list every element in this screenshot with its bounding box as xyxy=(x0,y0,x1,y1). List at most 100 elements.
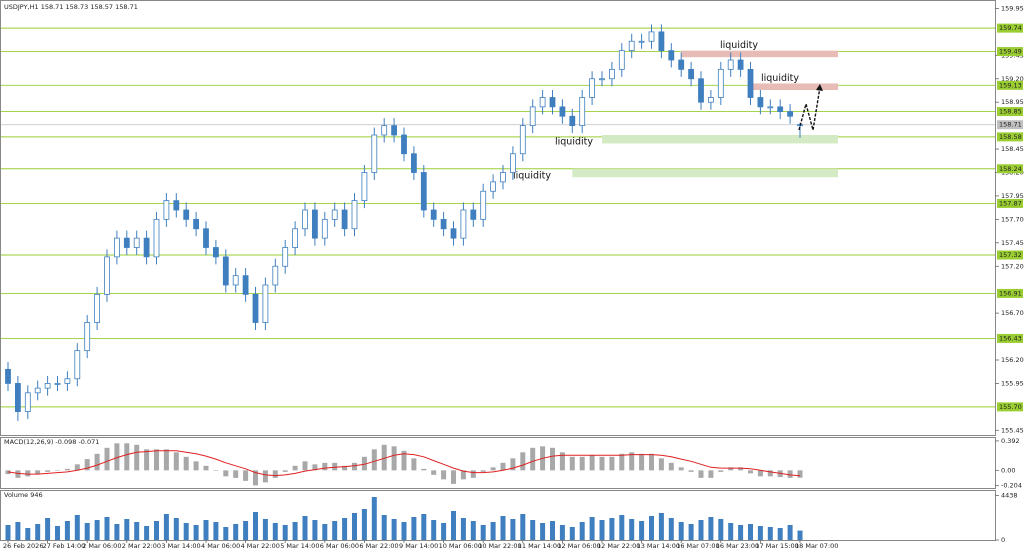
y-tick-label: 0.00 xyxy=(1001,466,1015,474)
candle-body xyxy=(242,275,249,295)
candle-body xyxy=(193,218,200,230)
candle-body xyxy=(777,106,784,112)
macd-bar xyxy=(342,465,348,471)
volume-bar xyxy=(569,527,575,540)
candle-body xyxy=(539,97,546,108)
macd-bar xyxy=(55,470,60,471)
candle-body xyxy=(470,209,477,220)
macd-bar xyxy=(421,468,427,471)
x-tick-label: 13 Mar 14:00 xyxy=(637,542,680,550)
level-tag xyxy=(997,402,1023,412)
macd-bar xyxy=(431,470,437,475)
candle-body xyxy=(104,256,110,295)
candle-body xyxy=(727,59,734,70)
volume-bar xyxy=(460,518,466,540)
level-label: 158.24 xyxy=(999,165,1022,173)
x-tick-label: 12 Mar 22:00 xyxy=(597,542,640,550)
macd-bar xyxy=(302,461,308,471)
macd-bar xyxy=(550,447,555,471)
volume-bar xyxy=(658,513,664,540)
macd-bar xyxy=(25,470,31,477)
volume-bar xyxy=(480,525,486,540)
volume-bar xyxy=(371,497,377,540)
candle-body xyxy=(361,172,368,202)
candle-body xyxy=(302,209,308,230)
candle-body xyxy=(331,209,338,220)
volume-bar xyxy=(738,525,744,540)
x-tick-label: 17 Mar 15:00 xyxy=(755,542,798,550)
candle-body xyxy=(391,125,398,136)
zone-label: liquidity xyxy=(513,170,551,181)
macd-bar xyxy=(332,462,338,471)
macd-bar xyxy=(193,461,199,471)
arrow-head xyxy=(816,84,823,91)
candle-body xyxy=(708,97,714,103)
candle-body xyxy=(183,209,190,220)
candle-body xyxy=(311,209,318,239)
x-tick-label: 4 Mar 06:00 xyxy=(201,542,240,550)
level-label: 157.32 xyxy=(999,251,1022,259)
volume-bar xyxy=(322,524,328,540)
candle-body xyxy=(341,209,348,230)
volume-bar xyxy=(5,525,11,540)
x-tick-label: 18 Mar 07:00 xyxy=(795,542,838,550)
volume-bar xyxy=(203,520,209,540)
liquidity-zone xyxy=(750,83,838,90)
candle-body xyxy=(252,293,259,323)
volume-bar xyxy=(35,524,41,540)
volume-bar xyxy=(243,521,249,540)
volume-bar xyxy=(559,525,565,540)
volume-bar xyxy=(292,522,298,540)
y-tick-label: 157.70 xyxy=(1001,215,1024,223)
volume-bar xyxy=(45,518,51,540)
candle-body xyxy=(24,392,31,412)
macd-bar xyxy=(757,470,763,477)
volume-bar xyxy=(74,515,80,540)
candle-body xyxy=(668,50,675,61)
level-tag xyxy=(997,288,1023,298)
level-tag xyxy=(997,198,1023,208)
macd-bar xyxy=(668,462,674,471)
volume-bar xyxy=(84,523,90,540)
macd-bar xyxy=(45,470,51,472)
candle-body xyxy=(163,200,170,220)
macd-bar xyxy=(470,470,476,478)
volume-bar xyxy=(381,515,387,540)
macd-bar xyxy=(500,462,506,471)
volume-bar xyxy=(441,523,447,540)
volume-bar xyxy=(777,528,783,540)
macd-bar xyxy=(322,462,328,471)
volume-bar xyxy=(154,521,159,540)
volume-bar xyxy=(490,522,496,540)
volume-bar xyxy=(619,515,625,540)
y-tick-label: 157.45 xyxy=(1001,239,1024,247)
volume-bar xyxy=(411,517,417,540)
x-tick-label: 10 Mar 22:00 xyxy=(478,542,521,550)
candle-body xyxy=(559,106,566,117)
volume-bar xyxy=(361,509,367,540)
y-tick-label: 158.45 xyxy=(1001,145,1024,153)
level-label: 159.13 xyxy=(999,81,1022,89)
candle-body xyxy=(599,78,605,81)
macd-bar xyxy=(698,470,704,478)
candle-body xyxy=(638,40,645,43)
candle-body xyxy=(54,383,61,385)
volume-bar xyxy=(748,524,753,540)
candle-body xyxy=(430,209,437,220)
macd-bar xyxy=(708,470,714,478)
volume-bar xyxy=(233,524,239,540)
liquidity-zone xyxy=(572,168,838,178)
volume-bar xyxy=(25,528,31,540)
y-tick-label: 157.95 xyxy=(1001,192,1024,200)
volume-bar xyxy=(55,526,60,540)
macd-panel xyxy=(0,437,996,489)
y-tick-label: 158.95 xyxy=(1001,98,1024,106)
candle-body xyxy=(509,153,516,173)
zone-label: liquidity xyxy=(761,73,799,84)
macd-bar xyxy=(510,458,516,471)
x-tick-label: 10 Mar 06:00 xyxy=(439,542,482,550)
candle-body xyxy=(519,125,526,155)
candle-body xyxy=(371,134,378,173)
volume-bar xyxy=(698,520,704,540)
volume-bar xyxy=(550,521,555,540)
